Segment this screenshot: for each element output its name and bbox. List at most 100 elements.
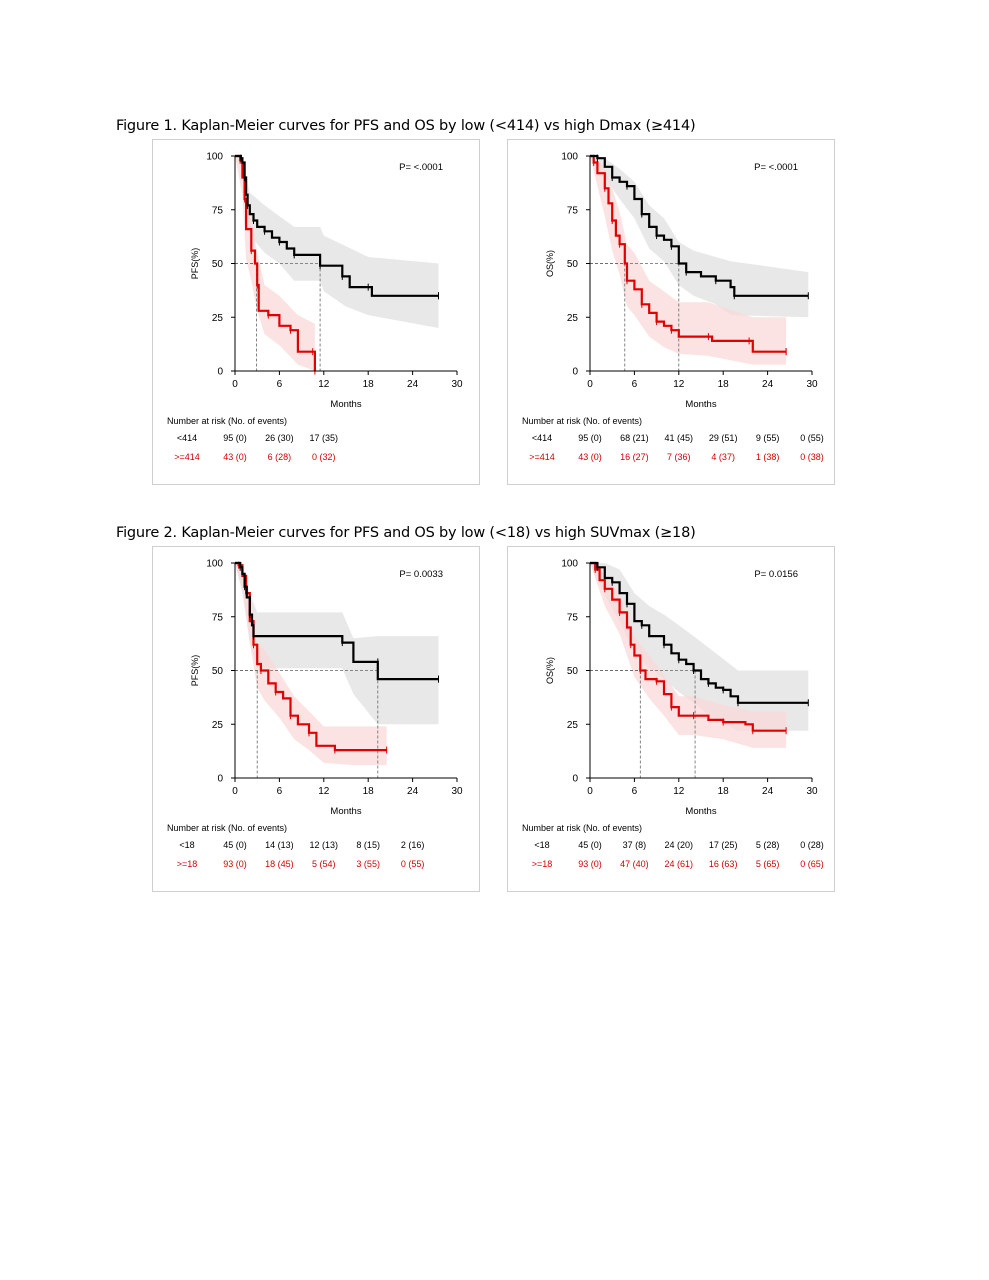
- x-tick-label: 30: [451, 379, 463, 390]
- risk-cell: 0 (55): [800, 433, 824, 443]
- risk-cell: 9 (55): [755, 433, 780, 443]
- km-curve-high: [590, 561, 787, 732]
- y-tick-label: 50: [212, 259, 224, 270]
- fig2-pfs-panel: 0 6 12 18 24 30 0 25 50 75 100 Months PFS(%) P= 0.003…: [152, 546, 480, 892]
- figure-1-title: Figure 1. Kaplan-Meier curves for PFS an…: [116, 118, 696, 134]
- y-tick-label: 100: [561, 152, 578, 163]
- risk-cell: 6 (28): [267, 452, 292, 462]
- x-tick-label: 0: [587, 786, 593, 797]
- risk-group-label: >=414: [174, 452, 200, 462]
- x-tick-label: 12: [318, 786, 330, 797]
- fig2-pfs-km-plot: 0 6 12 18 24 30 0 25 50 75 100 Months PFS(%) P= 0.003…: [190, 559, 463, 818]
- risk-group-label: <18: [179, 840, 195, 850]
- x-tick-label: 24: [407, 786, 419, 797]
- risk-group-label: <18: [534, 840, 550, 850]
- p-value: P= 0.0156: [754, 569, 798, 580]
- fig2-os-risk-table: Number at risk (No. of events) <18 45 (0)…: [508, 823, 836, 883]
- risk-cell: 2 (16): [400, 840, 425, 850]
- y-tick-label: 25: [212, 720, 224, 731]
- y-tick-label: 75: [567, 205, 579, 216]
- y-tick-label: 25: [212, 313, 224, 324]
- risk-cell: 0 (38): [800, 452, 824, 462]
- y-axis-label: OS(%): [545, 657, 555, 684]
- risk-cell: 41 (45): [664, 433, 694, 443]
- risk-table-header: Number at risk (No. of events): [167, 823, 288, 833]
- x-tick-label: 30: [806, 786, 818, 797]
- ci-band-low: [590, 563, 809, 731]
- y-tick-label: 0: [217, 774, 223, 785]
- ci-band-high: [590, 563, 787, 748]
- x-tick-label: 12: [673, 786, 685, 797]
- y-tick-label: 100: [561, 559, 578, 570]
- fig1-pfs-risk-table: Number at risk (No. of events) <414 95 (0…: [153, 416, 481, 476]
- x-tick-label: 18: [718, 786, 730, 797]
- risk-cell: 3 (55): [356, 859, 380, 869]
- ci-band-high: [235, 156, 315, 371]
- risk-cell: 4 (37): [711, 452, 735, 462]
- km-curve-low: [235, 561, 439, 681]
- risk-cell: 5 (28): [755, 840, 780, 850]
- y-tick-label: 0: [572, 367, 578, 378]
- ci-band-high: [235, 563, 387, 766]
- fig1-os-risk-table: Number at risk (No. of events) <414 95 (0…: [508, 416, 836, 476]
- risk-cell: 5 (65): [755, 859, 780, 869]
- ci-band-high: [590, 156, 787, 365]
- ci-band-low: [590, 156, 809, 318]
- risk-cell: 17 (35): [309, 433, 339, 443]
- fig2-os-km-plot: 0 6 12 18 24 30 0 25 50 75 100 Months OS(%) P= 0.0156: [545, 559, 818, 818]
- x-axis-label: Months: [330, 399, 361, 410]
- x-tick-label: 18: [363, 786, 375, 797]
- risk-cell: 24 (20): [664, 840, 694, 850]
- risk-cell: 95 (0): [578, 433, 602, 443]
- y-tick-label: 100: [206, 152, 223, 163]
- risk-cell: 43 (0): [223, 452, 247, 462]
- y-tick-label: 0: [217, 367, 223, 378]
- y-tick-label: 0: [572, 774, 578, 785]
- risk-table-header: Number at risk (No. of events): [522, 416, 643, 426]
- x-tick-label: 12: [318, 379, 330, 390]
- y-tick-label: 25: [567, 720, 579, 731]
- risk-group-label: <414: [531, 433, 553, 443]
- risk-group-label: <414: [176, 433, 198, 443]
- x-tick-label: 0: [232, 786, 238, 797]
- fig1-pfs-panel: 0 6 12 18 24 30 0 25 50 75 100 Months PFS(%) P= <.000…: [152, 139, 480, 485]
- risk-cell: 0 (65): [800, 859, 824, 869]
- risk-cell: 24 (61): [664, 859, 694, 869]
- risk-cell: 0 (32): [312, 452, 336, 462]
- y-tick-label: 75: [212, 205, 224, 216]
- risk-cell: 7 (36): [667, 452, 691, 462]
- risk-cell: 0 (28): [800, 840, 824, 850]
- y-tick-label: 75: [212, 612, 224, 623]
- risk-cell: 47 (40): [620, 859, 649, 869]
- x-tick-label: 24: [762, 786, 774, 797]
- y-axis-label: PFS(%): [190, 655, 200, 687]
- risk-cell: 26 (30): [265, 433, 294, 443]
- x-tick-label: 0: [232, 379, 238, 390]
- y-tick-label: 50: [567, 666, 579, 677]
- km-curve-low: [590, 561, 809, 704]
- x-axis-label: Months: [685, 399, 716, 410]
- x-tick-label: 18: [718, 379, 730, 390]
- fig1-os-km-plot: 0 6 12 18 24 30 0 25 50 75 100 Months OS(%) P= <.0001: [545, 152, 818, 411]
- risk-cell: 8 (15): [356, 840, 380, 850]
- p-value: P= <.0001: [399, 162, 443, 173]
- x-tick-label: 30: [806, 379, 818, 390]
- p-value: P= 0.0033: [399, 569, 443, 580]
- y-tick-label: 75: [567, 612, 579, 623]
- risk-cell: 12 (13): [309, 840, 339, 850]
- x-tick-label: 30: [451, 786, 463, 797]
- risk-cell: 68 (21): [620, 433, 649, 443]
- risk-cell: 93 (0): [223, 859, 247, 869]
- risk-cell: 95 (0): [223, 433, 247, 443]
- risk-group-label: >=18: [176, 859, 198, 869]
- fig1-pfs-km-plot: 0 6 12 18 24 30 0 25 50 75 100 Months PFS(%) P= <.000…: [190, 152, 463, 411]
- risk-cell: 14 (13): [265, 840, 294, 850]
- risk-cell: 16 (27): [620, 452, 649, 462]
- km-curve-high: [590, 154, 787, 353]
- risk-cell: 93 (0): [578, 859, 602, 869]
- x-tick-label: 24: [762, 379, 774, 390]
- x-tick-label: 6: [277, 786, 283, 797]
- ci-band-low: [235, 563, 439, 725]
- y-tick-label: 50: [212, 666, 224, 677]
- fig1-os-panel: 0 6 12 18 24 30 0 25 50 75 100 Months OS(%) P= <.0001…: [507, 139, 835, 485]
